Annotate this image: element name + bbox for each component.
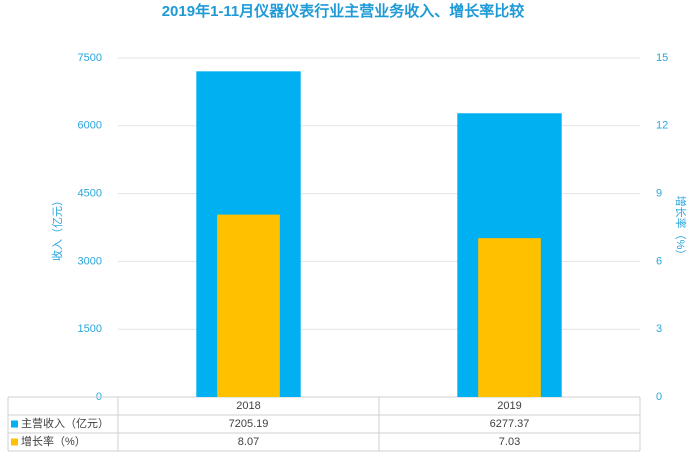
y2-tick-label: 15 [656,52,668,64]
x-tick-label: 2019 [497,400,521,412]
table-value: 7.03 [499,436,520,448]
table-value: 6277.37 [490,418,530,430]
y-tick-label: 4500 [78,188,102,200]
legend-swatch [11,420,18,428]
y2-axis-label: 增长率（%） [674,196,687,261]
y2-tick-label: 0 [656,391,662,403]
y-tick-label: 1500 [78,323,102,335]
chart-title: 2019年1-11月仪器仪表行业主营业务收入、增长率比较 [162,2,525,20]
x-tick-label: 2018 [236,400,260,412]
y-tick-label: 7500 [78,52,102,64]
y-tick-label: 3000 [78,255,102,267]
bar [478,238,541,397]
y2-tick-label: 12 [656,120,668,132]
legend-label: 增长率（%） [21,434,86,448]
legend-swatch [11,438,18,446]
table-value: 7205.19 [229,418,269,430]
table-value: 8.07 [238,436,259,448]
legend-label: 主营收入（亿元） [21,416,109,430]
y2-tick-label: 9 [656,188,662,200]
y2-tick-label: 6 [656,255,662,267]
y2-tick-label: 3 [656,323,662,335]
y-axis-label: 收入（亿元） [50,195,64,261]
y-tick-label: 6000 [78,120,102,132]
bar [217,214,280,397]
